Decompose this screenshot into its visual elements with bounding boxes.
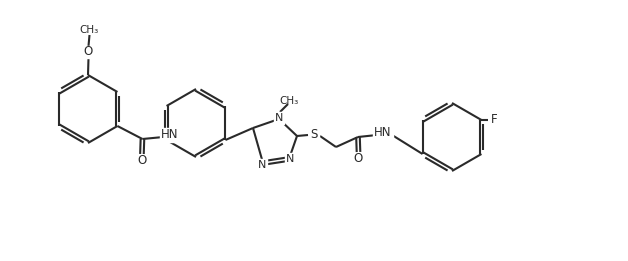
Text: O: O bbox=[138, 155, 146, 168]
Text: N: N bbox=[258, 160, 266, 170]
Bar bbox=[257, 159, 267, 171]
Bar bbox=[160, 128, 178, 142]
Text: HN: HN bbox=[161, 128, 178, 141]
Text: O: O bbox=[354, 152, 363, 165]
Text: N: N bbox=[286, 154, 294, 164]
Bar bbox=[373, 126, 393, 140]
Bar bbox=[137, 155, 147, 167]
Bar bbox=[274, 112, 284, 124]
Text: HN: HN bbox=[374, 127, 392, 139]
Text: S: S bbox=[310, 128, 318, 141]
Text: CH₃: CH₃ bbox=[279, 96, 299, 106]
Text: N: N bbox=[275, 113, 283, 123]
Text: F: F bbox=[491, 114, 498, 127]
Bar bbox=[309, 129, 319, 141]
Bar bbox=[354, 153, 364, 165]
Text: O: O bbox=[84, 45, 93, 58]
Text: CH₃: CH₃ bbox=[80, 25, 99, 35]
Bar bbox=[489, 114, 499, 126]
Bar bbox=[285, 153, 295, 165]
Bar bbox=[84, 46, 94, 58]
